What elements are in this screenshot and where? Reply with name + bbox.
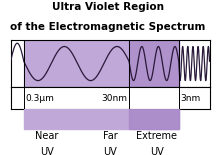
Text: 3nm: 3nm	[181, 94, 201, 103]
Text: UV: UV	[40, 147, 53, 155]
Bar	[129, 108, 179, 129]
Text: 30nm: 30nm	[101, 94, 127, 103]
Bar	[24, 40, 179, 87]
Text: Ultra Violet Region: Ultra Violet Region	[52, 2, 164, 12]
Text: UV: UV	[150, 147, 164, 155]
Text: of the Electromagnetic Spectrum: of the Electromagnetic Spectrum	[10, 22, 206, 33]
Text: Extreme: Extreme	[136, 131, 177, 141]
Bar	[129, 40, 179, 87]
Bar	[24, 108, 179, 129]
Text: UV: UV	[103, 147, 117, 155]
Text: 0.3μm: 0.3μm	[26, 94, 55, 103]
Text: Near: Near	[35, 131, 58, 141]
Text: Far: Far	[103, 131, 118, 141]
